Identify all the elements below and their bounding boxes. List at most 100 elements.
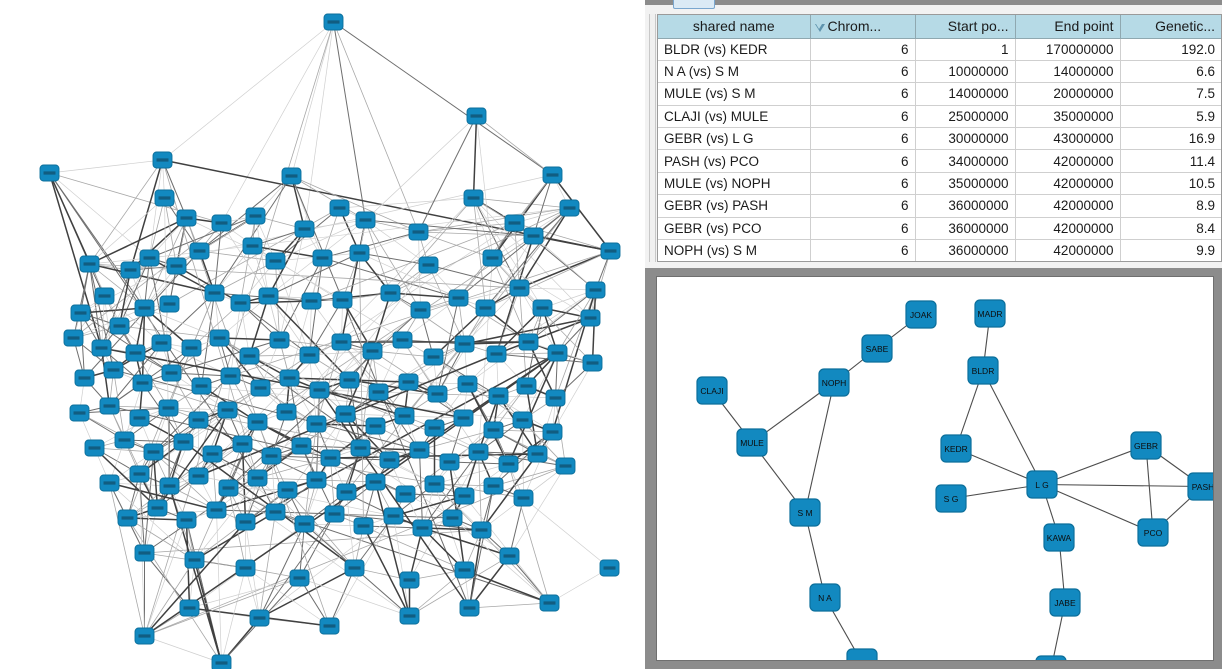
- network-node[interactable]: [380, 284, 401, 302]
- cell-start_point[interactable]: 35000000: [915, 172, 1016, 196]
- network-node[interactable]: [134, 299, 155, 317]
- filtered-network-panel[interactable]: CLAJI MULE NOPH SABE JOAK S M N A MIWE MADR BLDR K…: [645, 268, 1222, 669]
- full-network-canvas[interactable]: [0, 0, 645, 669]
- network-node[interactable]: [398, 373, 419, 391]
- network-node[interactable]: [129, 465, 150, 483]
- network-node[interactable]: [249, 609, 270, 627]
- table-tab-stub[interactable]: [673, 0, 715, 9]
- network-node[interactable]: KEDR: [940, 434, 972, 463]
- network-node[interactable]: [547, 344, 568, 362]
- network-node[interactable]: L G: [1026, 470, 1058, 499]
- network-node[interactable]: [291, 437, 312, 455]
- table-header-row[interactable]: shared name Chrom... Start po... End poi…: [658, 15, 1221, 39]
- cell-chromosome[interactable]: 6: [810, 82, 916, 106]
- network-node[interactable]: [424, 475, 445, 493]
- network-node[interactable]: [383, 507, 404, 525]
- network-node[interactable]: [504, 214, 525, 232]
- network-node-shape[interactable]: [1043, 523, 1075, 552]
- network-node-shape[interactable]: [818, 368, 850, 397]
- network-node[interactable]: [301, 292, 322, 310]
- network-edge[interactable]: [804, 512, 826, 598]
- network-node[interactable]: [151, 334, 172, 352]
- network-node[interactable]: [235, 513, 256, 531]
- column-header-genetic[interactable]: Genetic...: [1120, 15, 1221, 39]
- network-node[interactable]: [265, 252, 286, 270]
- network-node-shape[interactable]: [905, 300, 937, 329]
- network-edge[interactable]: [804, 382, 835, 513]
- network-node[interactable]: [117, 509, 138, 527]
- cell-shared_name[interactable]: MULE (vs) NOPH: [658, 172, 811, 196]
- network-node[interactable]: [332, 291, 353, 309]
- network-node[interactable]: [218, 479, 239, 497]
- cell-shared_name[interactable]: GEBR (vs) PASH: [658, 194, 811, 218]
- network-node[interactable]: [120, 261, 141, 279]
- network-node[interactable]: [103, 361, 124, 379]
- cell-start_point[interactable]: 1: [915, 38, 1016, 61]
- network-node[interactable]: [513, 489, 534, 507]
- network-node[interactable]: [74, 369, 95, 387]
- network-node[interactable]: [585, 281, 606, 299]
- network-node[interactable]: [344, 559, 365, 577]
- network-node[interactable]: [159, 295, 180, 313]
- network-node-shape[interactable]: [846, 648, 878, 660]
- network-node[interactable]: [281, 167, 302, 185]
- network-node[interactable]: [232, 435, 253, 453]
- network-node[interactable]: MADR: [974, 299, 1006, 328]
- network-node[interactable]: [152, 151, 173, 169]
- network-node[interactable]: [99, 474, 120, 492]
- network-node[interactable]: [439, 453, 460, 471]
- network-node[interactable]: [454, 561, 475, 579]
- network-node[interactable]: [289, 569, 310, 587]
- network-node[interactable]: [206, 501, 227, 519]
- network-node[interactable]: [250, 379, 271, 397]
- cell-shared_name[interactable]: GEBR (vs) PCO: [658, 217, 811, 241]
- network-node[interactable]: [84, 439, 105, 457]
- network-node[interactable]: [166, 257, 187, 275]
- network-node[interactable]: [362, 342, 383, 360]
- cell-start_point[interactable]: 25000000: [915, 105, 1016, 129]
- network-node[interactable]: [498, 455, 519, 473]
- network-node[interactable]: [220, 367, 241, 385]
- network-node[interactable]: [488, 387, 509, 405]
- network-node[interactable]: [483, 421, 504, 439]
- network-node[interactable]: [39, 164, 60, 182]
- network-node[interactable]: [542, 423, 563, 441]
- table-row[interactable]: GEBR (vs) L G 6 30000000 43000000 16.9: [658, 127, 1221, 151]
- column-header-chromosome[interactable]: Chrom...: [810, 15, 916, 39]
- network-node[interactable]: JOAK: [905, 300, 937, 329]
- cell-chromosome[interactable]: 6: [810, 172, 916, 196]
- table-row[interactable]: BLDR (vs) KEDR 6 1 170000000 192.0: [658, 38, 1221, 61]
- network-node[interactable]: [516, 377, 537, 395]
- cell-end_point[interactable]: 14000000: [1015, 60, 1121, 84]
- table-row[interactable]: MULE (vs) S M 6 14000000 20000000 7.5: [658, 82, 1221, 106]
- network-node[interactable]: CLAJI: [696, 376, 728, 405]
- network-node[interactable]: [258, 287, 279, 305]
- network-edge[interactable]: [1041, 483, 1204, 488]
- network-node[interactable]: [600, 242, 621, 260]
- network-node[interactable]: [69, 404, 90, 422]
- table-row[interactable]: GEBR (vs) PASH 6 36000000 42000000 8.9: [658, 194, 1221, 218]
- network-node-shape[interactable]: [736, 428, 768, 457]
- network-node[interactable]: JABE: [1049, 588, 1081, 617]
- network-node[interactable]: [409, 441, 430, 459]
- network-node[interactable]: [279, 369, 300, 387]
- network-node[interactable]: [453, 409, 474, 427]
- network-node-shape[interactable]: [1026, 470, 1058, 499]
- network-node[interactable]: [217, 401, 238, 419]
- network-node[interactable]: [555, 457, 576, 475]
- network-node[interactable]: [309, 381, 330, 399]
- network-node[interactable]: [599, 559, 620, 577]
- network-node[interactable]: BLDR: [967, 356, 999, 385]
- network-node[interactable]: [336, 483, 357, 501]
- network-node[interactable]: [173, 433, 194, 451]
- network-node[interactable]: MIWE: [846, 648, 878, 660]
- network-node[interactable]: [512, 411, 533, 429]
- cell-genetic[interactable]: 6.6: [1120, 60, 1221, 84]
- network-node[interactable]: [395, 485, 416, 503]
- filtered-network-viewport[interactable]: CLAJI MULE NOPH SABE JOAK S M N A MIWE MADR BLDR K…: [656, 276, 1214, 661]
- network-node[interactable]: NOPH: [818, 368, 850, 397]
- filtered-network-nodes[interactable]: CLAJI MULE NOPH SABE JOAK S M N A MIWE MADR BLDR K…: [696, 299, 1213, 660]
- network-node[interactable]: [158, 399, 179, 417]
- edge-table-body[interactable]: BLDR (vs) KEDR 6 1 170000000 192.0 N A (vs) S…: [658, 38, 1221, 261]
- network-node[interactable]: [132, 374, 153, 392]
